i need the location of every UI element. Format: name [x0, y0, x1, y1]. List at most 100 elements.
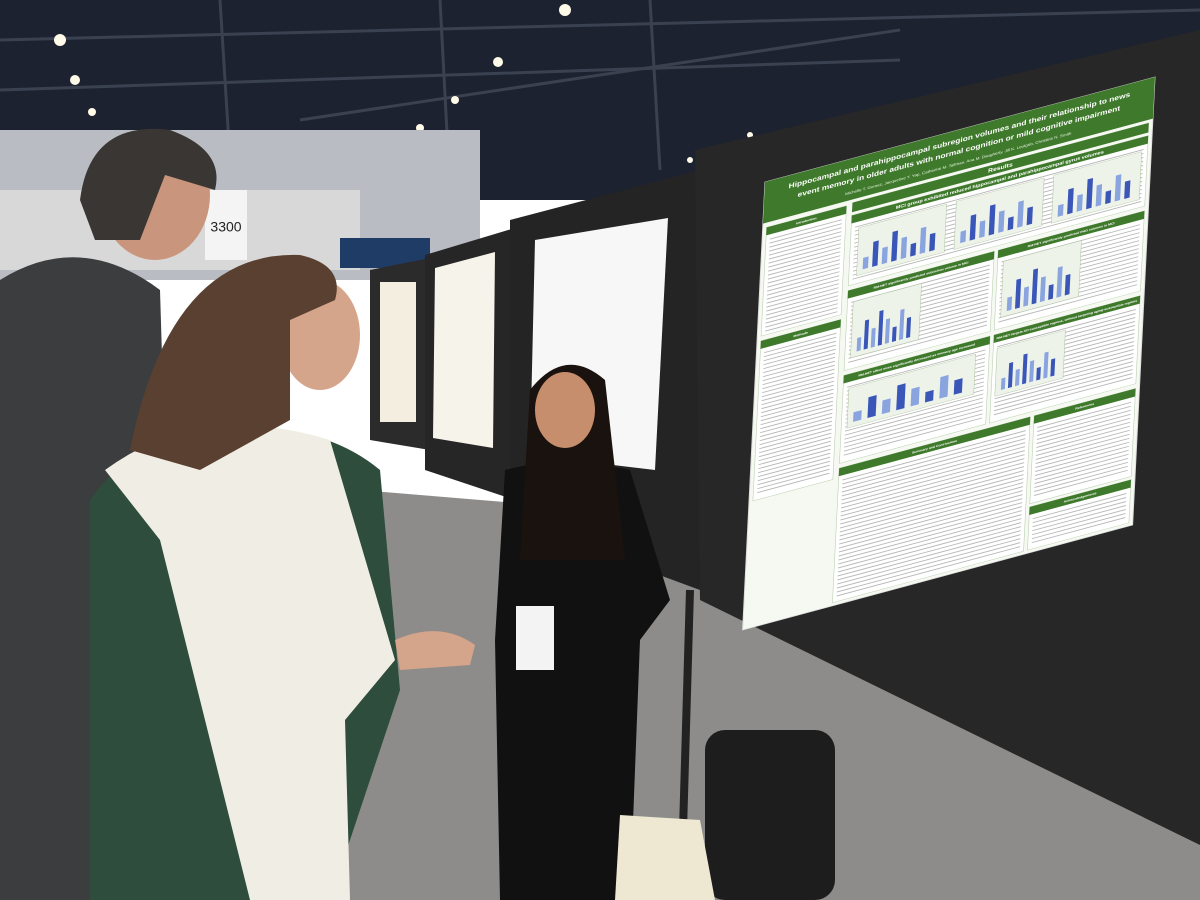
- text-line: [1034, 469, 1128, 496]
- figure-bar: [953, 378, 963, 395]
- text-line: [1037, 401, 1132, 428]
- text-line: [763, 344, 836, 366]
- text-line: [1034, 461, 1129, 488]
- text-line: [769, 235, 842, 256]
- panel-header: [847, 251, 995, 299]
- figure-bar: [881, 398, 891, 415]
- panel-header: [1029, 479, 1132, 515]
- text-line: [758, 452, 831, 474]
- panel-header: [993, 295, 1141, 344]
- text-line: [843, 413, 983, 452]
- text-line: [844, 409, 983, 448]
- figure-bar: [1029, 360, 1035, 383]
- text-line: [842, 434, 1026, 485]
- text-line: [847, 349, 986, 388]
- figure-bar: [1064, 274, 1071, 296]
- figure-bar: [1014, 278, 1022, 309]
- poster-header: [762, 77, 1156, 224]
- text-line: [1035, 449, 1129, 476]
- text-line: [761, 380, 834, 402]
- figure-bar: [910, 386, 920, 407]
- text-line: [757, 456, 831, 478]
- panel-header: [997, 210, 1145, 259]
- tote-bag: [615, 815, 715, 900]
- text-line: [1037, 405, 1131, 432]
- text-line: [769, 219, 843, 240]
- woman-hand: [395, 631, 475, 670]
- text-line: [758, 448, 831, 470]
- text-line: [759, 428, 832, 450]
- text-line: [852, 201, 1142, 280]
- figure-bar: [979, 220, 986, 239]
- panel-header: [851, 135, 1149, 224]
- text-line: [994, 365, 1133, 404]
- section-heading: Methods: [793, 331, 808, 338]
- panel-header: [1033, 388, 1136, 424]
- text-line: [768, 243, 841, 264]
- text-line: [764, 332, 837, 354]
- text-line: [1035, 437, 1130, 464]
- text-line: [760, 404, 833, 426]
- section-heading: References: [1075, 402, 1094, 411]
- text-line: [841, 450, 1025, 501]
- text-line: [855, 149, 1144, 228]
- text-line: [761, 388, 834, 410]
- text-line: [993, 377, 1133, 416]
- text-line: [759, 420, 832, 442]
- figure-bar: [867, 395, 877, 419]
- text-line: [838, 518, 1022, 569]
- text-line: [837, 526, 1021, 577]
- sign-board: [205, 190, 247, 260]
- text-line: [758, 440, 831, 462]
- text-line: [842, 438, 1026, 489]
- text-line: [994, 373, 1133, 412]
- figure-bar: [900, 236, 908, 260]
- figure-bar: [1036, 366, 1041, 381]
- text-line: [840, 466, 1024, 517]
- text-line: [757, 460, 830, 482]
- text-line: [997, 309, 1136, 348]
- woman: [90, 254, 475, 900]
- text-line: [840, 474, 1024, 525]
- background-poster: [380, 282, 416, 422]
- text-line: [766, 279, 840, 300]
- text-line: [837, 522, 1022, 573]
- text-line: [839, 498, 1023, 549]
- text-line: [841, 442, 1026, 493]
- student: [495, 364, 670, 900]
- figure-bar: [1043, 351, 1049, 379]
- text-line: [1032, 501, 1127, 528]
- text-line: [761, 376, 835, 398]
- text-line: [766, 291, 839, 312]
- text-line: [767, 259, 841, 280]
- text-line: [769, 223, 842, 244]
- text-line: [767, 271, 840, 292]
- text-line: [768, 239, 842, 260]
- figure-bar: [872, 240, 879, 267]
- text-line: [757, 468, 830, 490]
- text-line: [840, 470, 1024, 521]
- text-line: [759, 432, 832, 454]
- text-line: [844, 405, 983, 444]
- figure-bar: [853, 410, 862, 422]
- student-face: [535, 372, 595, 448]
- text-line: [837, 538, 1021, 589]
- text-line: [1037, 409, 1131, 436]
- text-line: [844, 397, 984, 436]
- text-line: [838, 506, 1022, 557]
- text-line: [1032, 497, 1127, 524]
- text-line: [765, 307, 838, 328]
- text-line: [765, 303, 838, 324]
- text-line: [762, 356, 836, 378]
- figure-bar: [998, 210, 1005, 233]
- text-line: [768, 255, 841, 276]
- figure-bar: [1057, 203, 1064, 217]
- woman-shawl: [105, 425, 395, 900]
- text-line: [767, 267, 840, 288]
- text-line: [1034, 457, 1129, 484]
- text-line: [839, 494, 1023, 545]
- section-heading: Introduction: [796, 216, 817, 225]
- text-line: [760, 400, 833, 422]
- text-line: [839, 490, 1023, 541]
- text-line: [763, 336, 837, 358]
